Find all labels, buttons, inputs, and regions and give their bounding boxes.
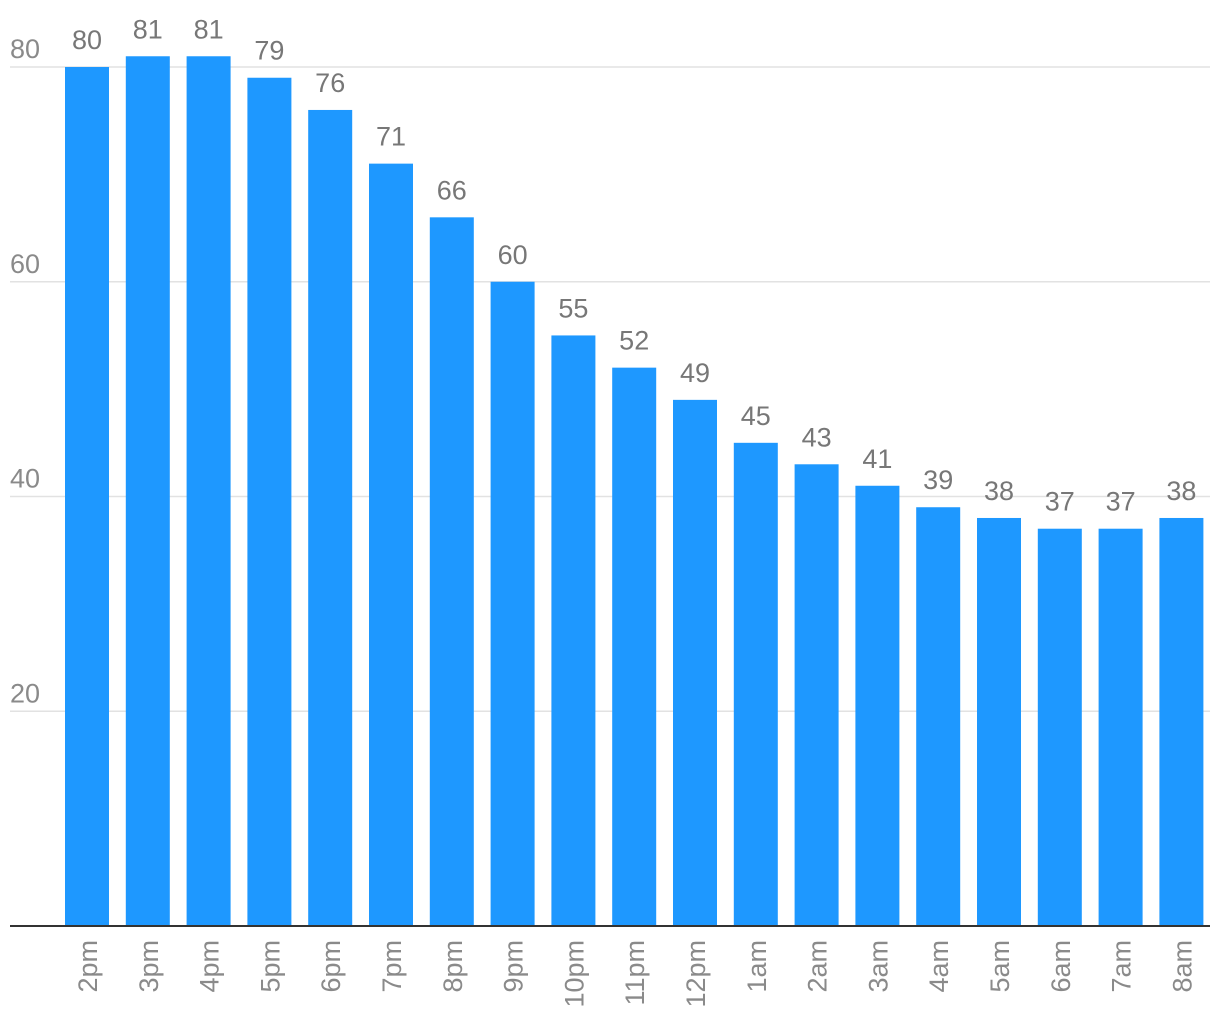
bar: [1037, 528, 1082, 926]
x-tick-label: 2pm: [73, 940, 103, 993]
data-label: 80: [72, 25, 102, 55]
data-label: 37: [1106, 487, 1136, 517]
data-label: 49: [680, 358, 710, 388]
data-label: 39: [923, 465, 953, 495]
bar: [673, 399, 717, 926]
data-label: 43: [802, 422, 832, 452]
data-label: 76: [315, 68, 345, 98]
bar: [977, 517, 1021, 926]
bar: [429, 217, 474, 926]
x-tick-label: 5pm: [255, 940, 285, 993]
x-axis-tick-labels: 2pm 3pm 4pm 5pm 6pm 7pm 8pm 9pm 10pm 11pm 12pm 1am 2…: [73, 940, 1197, 1008]
data-label: 41: [862, 444, 892, 474]
data-label: 37: [1045, 487, 1075, 517]
data-label: 55: [558, 293, 588, 323]
data-label: 38: [984, 476, 1014, 506]
x-tick-label: 8pm: [438, 940, 468, 993]
x-tick-label: 3pm: [134, 940, 164, 993]
x-tick-label: 1am: [742, 940, 772, 993]
y-tick-label: 80: [10, 34, 40, 64]
y-axis-tick-labels: 20 40 60 80: [10, 34, 40, 708]
x-tick-label: 12pm: [681, 940, 711, 1008]
data-label: 81: [133, 14, 163, 44]
data-label: 45: [741, 401, 771, 431]
bar: [612, 367, 657, 926]
x-tick-label: 7pm: [377, 940, 407, 993]
bar: [1159, 517, 1204, 926]
bar: [794, 464, 839, 926]
bars: [65, 56, 1204, 927]
bar: [733, 442, 778, 926]
bar: [308, 109, 353, 926]
data-label: 66: [437, 175, 467, 205]
data-labels: 80 81 81 79 76 71 66 60 55 52 49 45 43 41 39 38 37 37 38: [72, 14, 1196, 516]
x-tick-label: 7am: [1107, 940, 1137, 993]
data-label: 60: [498, 240, 528, 270]
bar: [916, 507, 961, 926]
x-tick-label: 10pm: [559, 940, 589, 1008]
bar: [369, 163, 413, 926]
bar: [551, 335, 596, 926]
x-tick-label: 11pm: [620, 940, 650, 1006]
y-tick-label: 60: [10, 249, 40, 279]
x-tick-label: 5am: [985, 940, 1015, 993]
bar: [65, 67, 109, 926]
y-tick-label: 40: [10, 464, 40, 494]
x-tick-label: 6pm: [316, 940, 346, 993]
bar: [855, 485, 900, 926]
data-label: 38: [1166, 476, 1196, 506]
x-tick-label: 4pm: [195, 940, 225, 993]
bar: [1098, 528, 1143, 926]
x-tick-label: 6am: [1046, 940, 1076, 993]
bar: [490, 281, 535, 926]
x-tick-label: 4am: [924, 940, 954, 993]
bar: [125, 56, 170, 926]
data-label: 52: [619, 326, 649, 356]
y-tick-label: 20: [10, 678, 40, 708]
x-tick-label: 2am: [803, 940, 833, 993]
x-tick-label: 3am: [863, 940, 893, 993]
bar: [186, 56, 231, 926]
data-label: 79: [254, 36, 284, 66]
data-label: 81: [194, 14, 224, 44]
x-tick-label: 9pm: [499, 940, 529, 993]
data-label: 71: [376, 122, 406, 152]
x-tick-label: 8am: [1167, 940, 1197, 993]
bar: [247, 77, 292, 927]
